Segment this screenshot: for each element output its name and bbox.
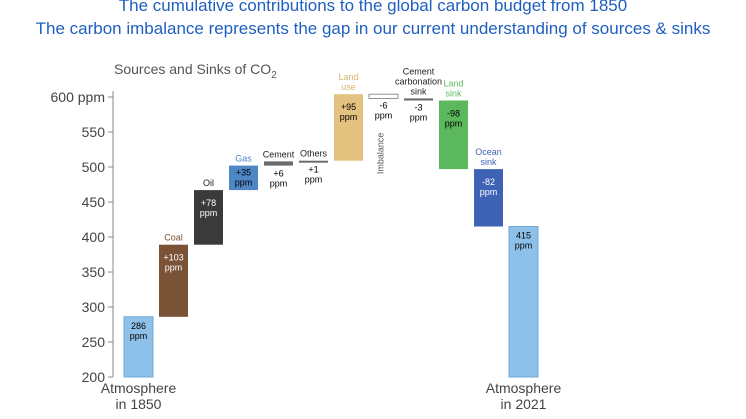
y-tick-label: 500 [82, 159, 106, 175]
value-label-landuse-line: +95 [341, 102, 356, 112]
bar-atm2021 [508, 226, 539, 378]
chart-title-text: Sources and Sinks of CO [114, 61, 271, 77]
category-label-coal-line: Coal [164, 233, 183, 243]
chart-title-subscript: 2 [271, 70, 277, 81]
value-label-gas-line: +35 [236, 168, 251, 178]
value-label-atm2021-line: 415 [516, 231, 531, 241]
bar-others [299, 160, 328, 163]
category-label-gas: Gas [235, 154, 252, 164]
bar-cementsink [404, 98, 433, 101]
y-tick-label: 550 [82, 124, 106, 140]
category-label-oil-line: Oil [203, 178, 214, 188]
bar-coal [159, 244, 188, 317]
category-label-imbalance: Imbalance [376, 133, 386, 175]
headline-line-2: The carbon imbalance represents the gap … [35, 19, 711, 38]
value-label-oceansink-line: ppm [480, 187, 498, 197]
bar-oceansink [474, 169, 503, 227]
chart-title: Sources and Sinks of CO2 [114, 61, 277, 81]
bottom-label-atm2021-line: Atmosphere [486, 380, 562, 396]
value-label-imbalance-line: -6 [379, 100, 387, 110]
value-label-oil: +78 ppm [200, 198, 218, 218]
value-label-landuse: +95 ppm [340, 102, 358, 122]
value-label-oceansink: -82 ppm [480, 177, 498, 197]
value-label-cementsink-line: ppm [410, 113, 428, 123]
category-label-others: Others [300, 149, 328, 159]
y-tick-label: 450 [82, 194, 106, 210]
y-tick-label: 300 [82, 299, 106, 315]
y-tick-label: 200 [82, 369, 106, 385]
value-label-cement-line: +6 [273, 169, 283, 179]
value-label-oil-line: ppm [200, 208, 218, 218]
category-label-gas-line: Gas [235, 154, 252, 164]
value-label-oil-line: +78 [201, 198, 216, 208]
category-label-landsink-line: Land [443, 79, 463, 89]
category-label-cementsink-line: sink [410, 86, 427, 96]
bottom-label-atm1850-line: Atmosphere [101, 380, 177, 396]
value-label-gas-line: ppm [235, 178, 253, 188]
value-label-atm1850-line: ppm [130, 331, 148, 341]
bar-cement [264, 161, 293, 166]
category-label-cementsink: Cement carbonation sink [395, 66, 442, 96]
category-label-cementsink-line: carbonation [395, 76, 442, 86]
bar-oil [194, 190, 223, 245]
y-tick-label: 350 [82, 264, 106, 280]
value-label-atm2021-line: ppm [515, 241, 533, 251]
category-label-oceansink-line: sink [480, 157, 497, 167]
value-label-cementsink: -3 ppm [410, 103, 428, 123]
bar-imbalance [368, 93, 399, 99]
value-label-others: +1 ppm [305, 164, 323, 184]
y-tick-label: 600 ppm [51, 89, 105, 105]
value-label-landsink-line: -98 [447, 109, 460, 119]
value-label-coal: +103 ppm [163, 253, 183, 273]
value-label-landuse-line: ppm [340, 112, 358, 122]
y-axis: 200 250 300 350 400 450 500 550 600 ppm [51, 89, 114, 385]
bottom-label-atm2021: Atmosphere in 2021 [486, 380, 562, 412]
value-label-imbalance-line: ppm [375, 110, 393, 120]
category-label-others-line: Others [300, 149, 328, 159]
value-label-cement-line: ppm [270, 179, 288, 189]
value-label-others-line: ppm [305, 174, 323, 184]
value-label-landsink-line: ppm [445, 119, 463, 129]
value-label-atm2021: 415 ppm [515, 231, 533, 251]
category-label-landuse-line: Land [338, 72, 358, 82]
bar-atm1850 [123, 316, 154, 378]
category-label-oil: Oil [203, 178, 214, 188]
value-label-cement: +6 ppm [270, 169, 288, 189]
category-label-oceansink: Ocean sink [475, 147, 502, 167]
bar-landuse [334, 94, 363, 161]
category-label-cementsink-line: Cement [403, 66, 435, 76]
category-label-landsink-line: sink [445, 89, 462, 99]
category-label-cement: Cement [263, 149, 295, 159]
category-label-landuse-line: use [341, 82, 356, 92]
value-label-imbalance: -6 ppm [375, 100, 393, 120]
category-label-oceansink-line: Ocean [475, 147, 502, 157]
bar-landsink [439, 100, 468, 170]
bottom-label-atm2021-line: in 2021 [501, 396, 547, 412]
category-label-landuse: Land use [338, 72, 358, 92]
value-label-atm1850-line: 286 [131, 321, 146, 331]
value-label-gas: +35 ppm [235, 168, 253, 188]
y-tick-label: 400 [82, 229, 106, 245]
bottom-label-atm1850-line: in 1850 [116, 396, 162, 412]
headline-line-1: The cumulative contributions to the glob… [118, 0, 628, 15]
category-label-cement-line: Cement [263, 149, 295, 159]
value-label-oceansink-line: -82 [482, 177, 495, 187]
category-label-landsink: Land sink [443, 79, 463, 99]
value-label-cementsink-line: -3 [414, 103, 422, 113]
value-label-coal-line: ppm [165, 263, 183, 273]
value-label-atm1850: 286 ppm [130, 321, 148, 341]
value-label-others-line: +1 [308, 164, 318, 174]
value-label-landsink: -98 ppm [445, 109, 463, 129]
y-tick-label: 250 [82, 334, 106, 350]
bar-gas [229, 165, 258, 191]
category-label-coal: Coal [164, 233, 183, 243]
value-label-coal-line: +103 [163, 253, 183, 263]
bottom-label-atm1850: Atmosphere in 1850 [101, 380, 177, 412]
